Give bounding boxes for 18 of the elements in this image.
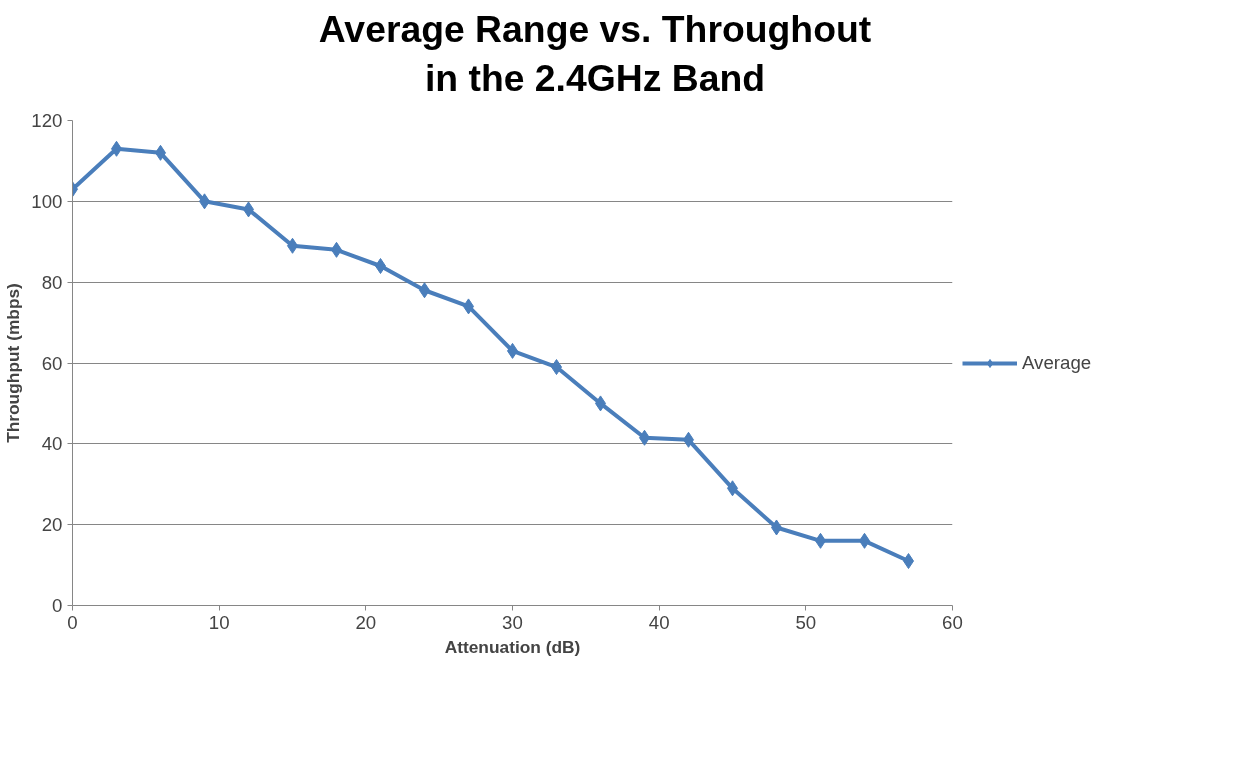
y-tick-label: 100: [31, 190, 63, 212]
y-tick-label: 0: [52, 595, 63, 616]
x-tick-label: 30: [502, 611, 523, 633]
x-tick-label: 40: [648, 611, 670, 633]
y-tick-label: 20: [41, 514, 63, 536]
x-tick-label: 50: [795, 611, 817, 633]
x-tick-label: 10: [208, 611, 230, 633]
y-tick-label: 40: [41, 433, 63, 455]
x-axis-title: Attenuation (dB): [444, 636, 581, 657]
y-axis-title: Throughput (mbps): [3, 283, 24, 443]
y-tick-label: 120: [31, 110, 63, 131]
y-tick-label: 60: [41, 352, 63, 374]
x-tick-label: 20: [355, 611, 377, 633]
legend-label: Average: [1022, 351, 1092, 374]
chart-title: Average Range vs. Throughout in the 2.4GHz Band: [318, 7, 872, 101]
x-tick-label: 60: [942, 611, 963, 633]
y-tick-label: 80: [41, 271, 63, 293]
x-tick-label: 0: [67, 611, 78, 633]
